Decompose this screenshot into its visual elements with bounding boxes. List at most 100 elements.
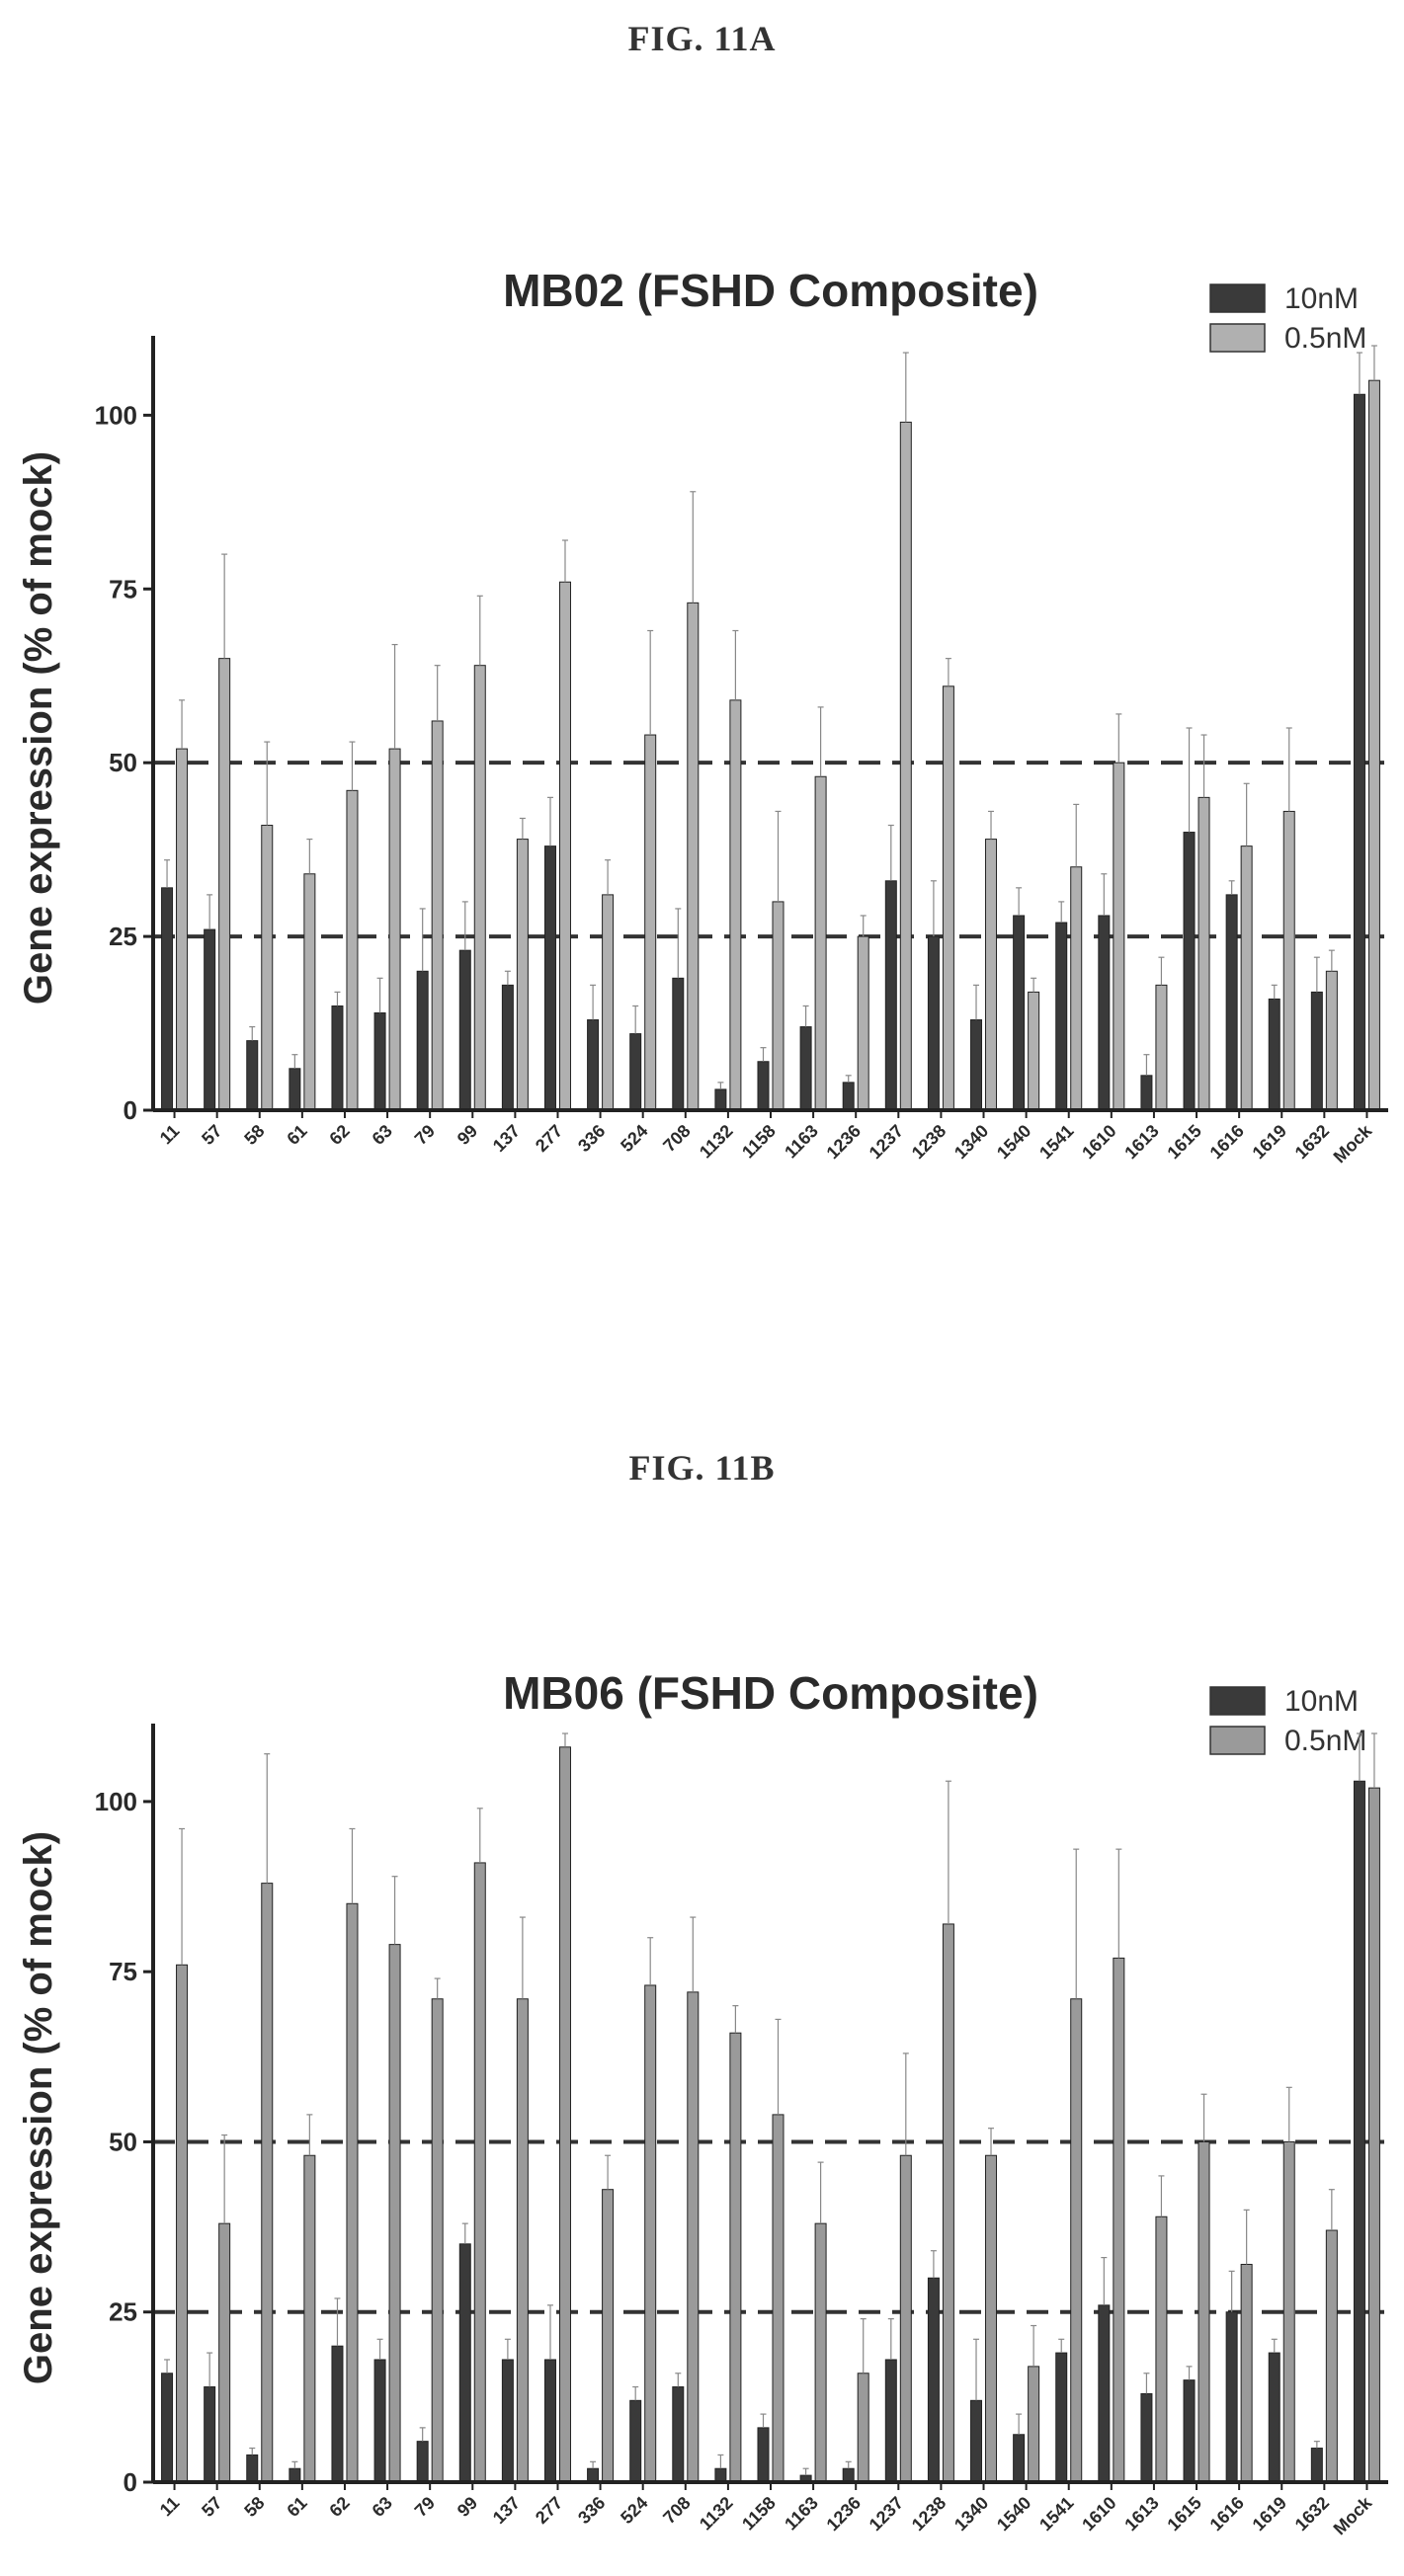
bar xyxy=(543,2359,556,2483)
bar xyxy=(1183,2379,1196,2483)
bar xyxy=(431,1998,444,2483)
bar xyxy=(501,2359,514,2483)
bar xyxy=(1183,832,1196,1111)
bar xyxy=(261,1883,274,2483)
y-tick-label: 75 xyxy=(109,574,137,604)
y-tick-label: 100 xyxy=(95,1787,137,1816)
x-tick-label: 1540 xyxy=(993,1121,1034,1163)
x-tick-label: 1615 xyxy=(1163,1121,1204,1163)
bar xyxy=(629,2399,642,2483)
x-tick-label: 79 xyxy=(411,1121,439,1149)
x-tick-label: 1238 xyxy=(908,2493,950,2535)
bar xyxy=(204,928,216,1111)
bar xyxy=(1198,2140,1210,2483)
bar xyxy=(814,775,827,1111)
bar xyxy=(799,1026,812,1111)
bar xyxy=(416,2441,429,2483)
bar xyxy=(1268,2352,1280,2483)
x-tick-label: 62 xyxy=(325,2493,353,2521)
y-tick-label: 50 xyxy=(109,2127,137,2156)
bar xyxy=(942,685,954,1111)
bar xyxy=(1098,915,1111,1111)
x-tick-label: 1132 xyxy=(696,2493,737,2535)
bar xyxy=(814,2222,827,2483)
bar xyxy=(1070,1998,1083,2483)
bar xyxy=(1282,810,1295,1111)
bar xyxy=(1113,1957,1125,2483)
x-tick-label: 99 xyxy=(454,1121,481,1149)
bar xyxy=(1013,2434,1026,2483)
bar xyxy=(1055,922,1068,1111)
bar xyxy=(1325,970,1338,1111)
y-tick-label: 0 xyxy=(124,2467,137,2497)
x-tick-label: 1616 xyxy=(1206,2493,1248,2535)
bar-chart-mb02: MB02 (FSHD Composite) 10nM 0.5nM Gene expre… xyxy=(17,265,1388,1167)
bar xyxy=(1353,393,1365,1111)
y-tick-label: 0 xyxy=(124,1095,137,1125)
bar xyxy=(602,894,615,1111)
bar xyxy=(772,901,785,1111)
y-tick-label: 75 xyxy=(109,1957,137,1986)
x-tick-label: 336 xyxy=(574,1121,609,1156)
bar xyxy=(303,873,316,1111)
bar xyxy=(985,2154,998,2483)
x-tick-label: 57 xyxy=(198,2493,225,2521)
bar xyxy=(1140,1075,1153,1111)
x-tick-label: 708 xyxy=(659,1121,694,1156)
bar xyxy=(1310,991,1323,1111)
bar xyxy=(687,1991,700,2483)
bar xyxy=(204,2386,216,2483)
bar xyxy=(772,2114,785,2483)
legend-swatch-1 xyxy=(1209,323,1266,353)
figure-label-b: FIG. 11B xyxy=(628,1448,776,1488)
x-tick-label: 99 xyxy=(454,2493,481,2521)
x-tick-label: 1237 xyxy=(866,2493,907,2535)
x-tick-label: 58 xyxy=(240,2493,268,2521)
bar xyxy=(1098,2304,1111,2483)
x-tick-label: 63 xyxy=(369,2493,396,2521)
legend-swatch-0 xyxy=(1209,283,1266,313)
x-tick-label: 61 xyxy=(283,2493,310,2521)
x-tick-label: 57 xyxy=(198,1121,225,1149)
x-tick-label: 1610 xyxy=(1078,2493,1119,2535)
x-tick-label: 1540 xyxy=(993,2493,1034,2535)
bar xyxy=(857,2373,869,2483)
bar xyxy=(516,1998,529,2483)
bar xyxy=(1282,2140,1295,2483)
bar xyxy=(587,1019,600,1111)
x-tick-label: 1340 xyxy=(950,2493,992,2535)
bar xyxy=(246,2454,259,2483)
bar xyxy=(842,1082,855,1111)
bar xyxy=(687,602,700,1111)
bar xyxy=(331,1005,344,1111)
x-tick-label: 1632 xyxy=(1291,2493,1333,2535)
x-tick-label: 63 xyxy=(369,1121,396,1149)
bar xyxy=(672,2386,685,2483)
bar xyxy=(218,658,231,1111)
bar xyxy=(757,1061,770,1111)
chart-title: MB06 (FSHD Composite) xyxy=(503,1667,1038,1719)
bar xyxy=(1055,2352,1068,2483)
bar xyxy=(388,1944,401,2483)
bar-chart-mb06: MB06 (FSHD Composite) 10nM 0.5nM Gene expre… xyxy=(17,1667,1388,2538)
x-tick-label: 1158 xyxy=(738,2493,780,2535)
bar xyxy=(842,2467,855,2483)
x-tick-label: 58 xyxy=(240,1121,268,1149)
bar xyxy=(346,789,359,1111)
bar xyxy=(218,2222,231,2483)
bar xyxy=(161,2373,174,2483)
bar xyxy=(1028,991,1040,1111)
legend-swatch-0 xyxy=(1209,1686,1266,1716)
bar xyxy=(1070,866,1083,1111)
x-tick-label: 1541 xyxy=(1035,1121,1077,1163)
bar xyxy=(644,1984,657,2483)
bar xyxy=(431,720,444,1111)
bar xyxy=(757,2427,770,2483)
bar xyxy=(176,748,189,1111)
x-tick-label: 1158 xyxy=(738,1121,780,1163)
bar xyxy=(1225,894,1238,1111)
bar xyxy=(1310,2448,1323,2483)
bar xyxy=(970,2399,983,2483)
bar xyxy=(927,935,940,1111)
bar xyxy=(970,1019,983,1111)
